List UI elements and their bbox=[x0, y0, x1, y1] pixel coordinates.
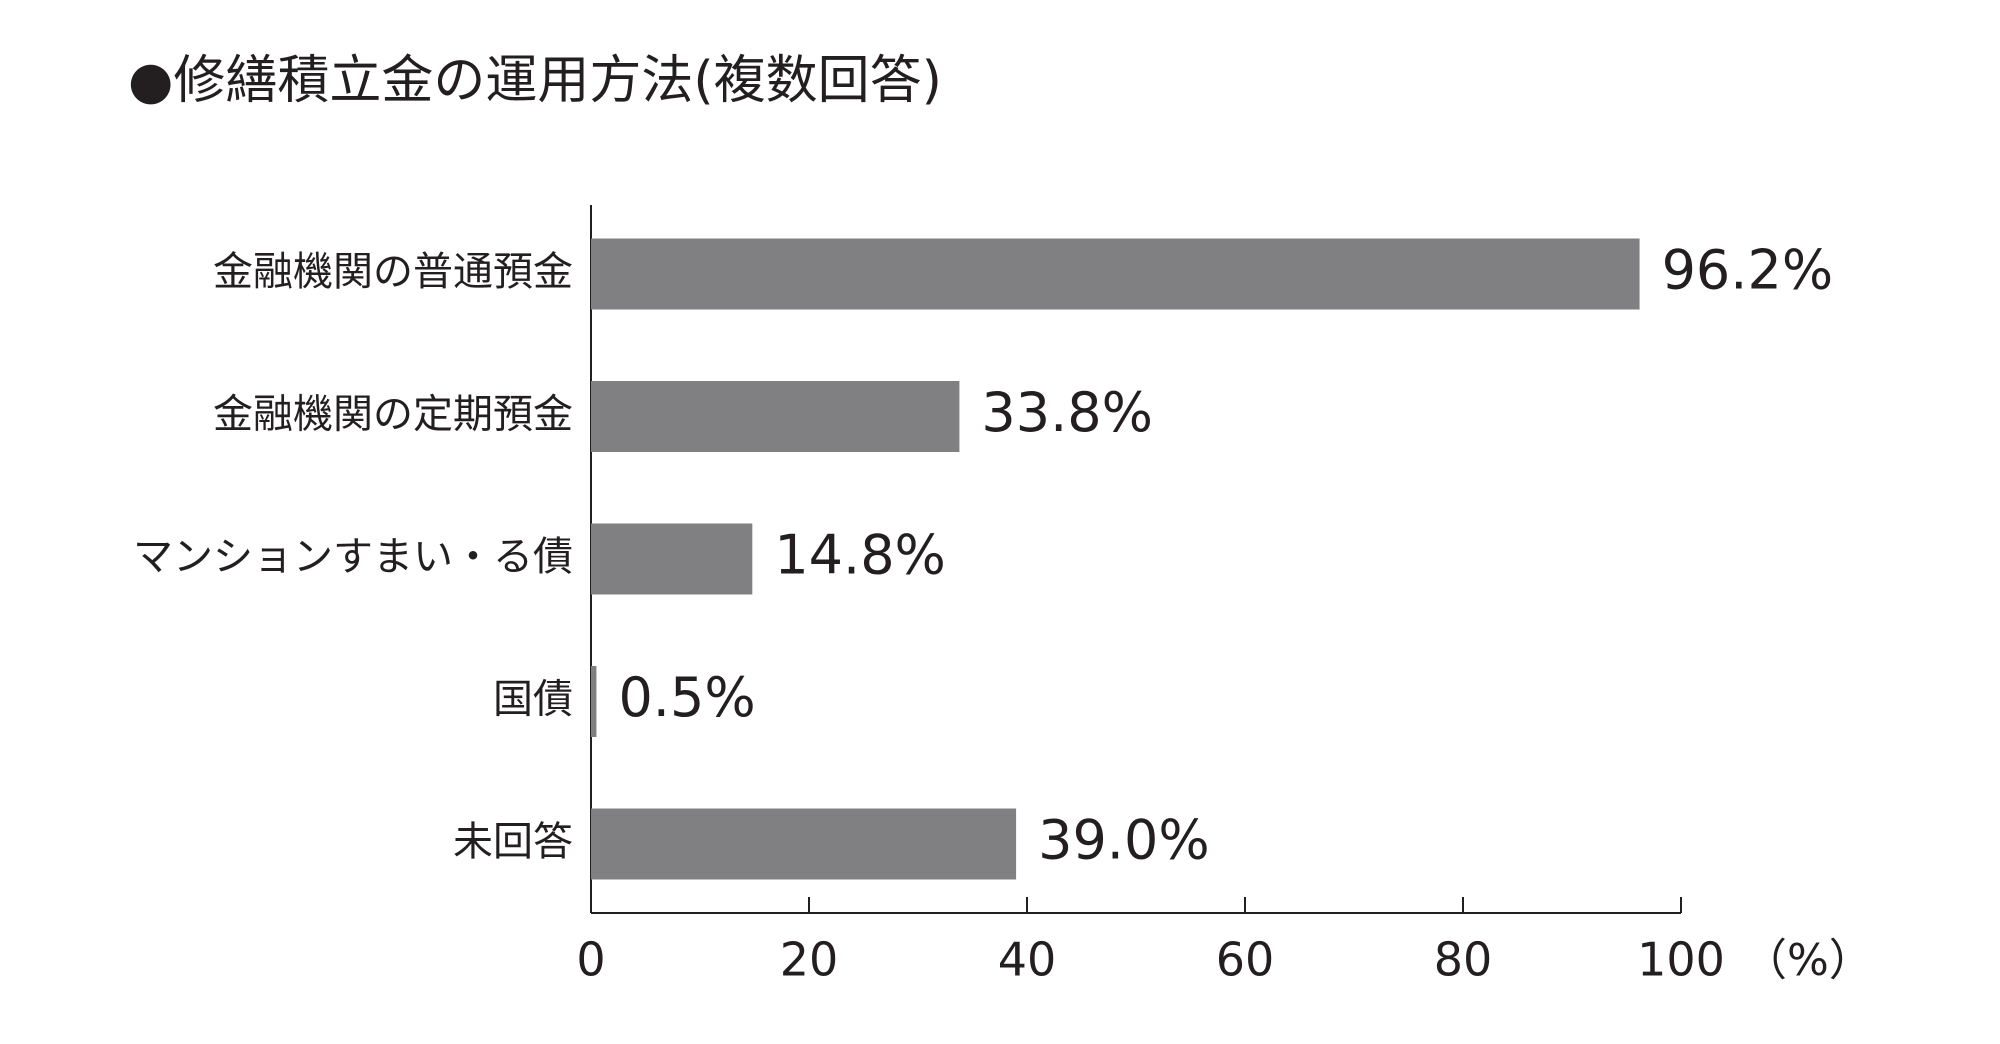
y-tick-label: 未回答 bbox=[453, 819, 573, 865]
bar bbox=[591, 808, 1017, 880]
value-label: 33.8% bbox=[981, 381, 1153, 444]
value-label: 96.2% bbox=[1662, 239, 1834, 302]
y-tick-label: 金融機関の定期預金 bbox=[213, 392, 573, 438]
chart-title: ●修繕積立金の運用方法(複数回答) bbox=[128, 51, 942, 111]
bar bbox=[591, 381, 960, 452]
bar bbox=[591, 666, 597, 737]
bar bbox=[591, 238, 1640, 310]
x-tick-label: 40 bbox=[998, 933, 1057, 987]
y-tick-label: 金融機関の普通預金 bbox=[213, 249, 573, 295]
x-tick-label: 100 bbox=[1637, 933, 1725, 987]
x-tick-label: 0 bbox=[576, 933, 605, 987]
y-tick-label: 国債 bbox=[493, 677, 573, 723]
x-axis-label: （%） bbox=[1743, 935, 1873, 986]
y-tick-label: マンションすまい・る債 bbox=[133, 534, 573, 580]
value-label: 14.8% bbox=[774, 524, 946, 587]
x-tick-label: 60 bbox=[1216, 933, 1275, 987]
value-label: 39.0% bbox=[1038, 809, 1210, 872]
bar bbox=[591, 523, 753, 595]
x-tick-label: 20 bbox=[780, 933, 839, 987]
value-label: 0.5% bbox=[618, 666, 755, 729]
x-tick-label: 80 bbox=[1434, 933, 1493, 987]
